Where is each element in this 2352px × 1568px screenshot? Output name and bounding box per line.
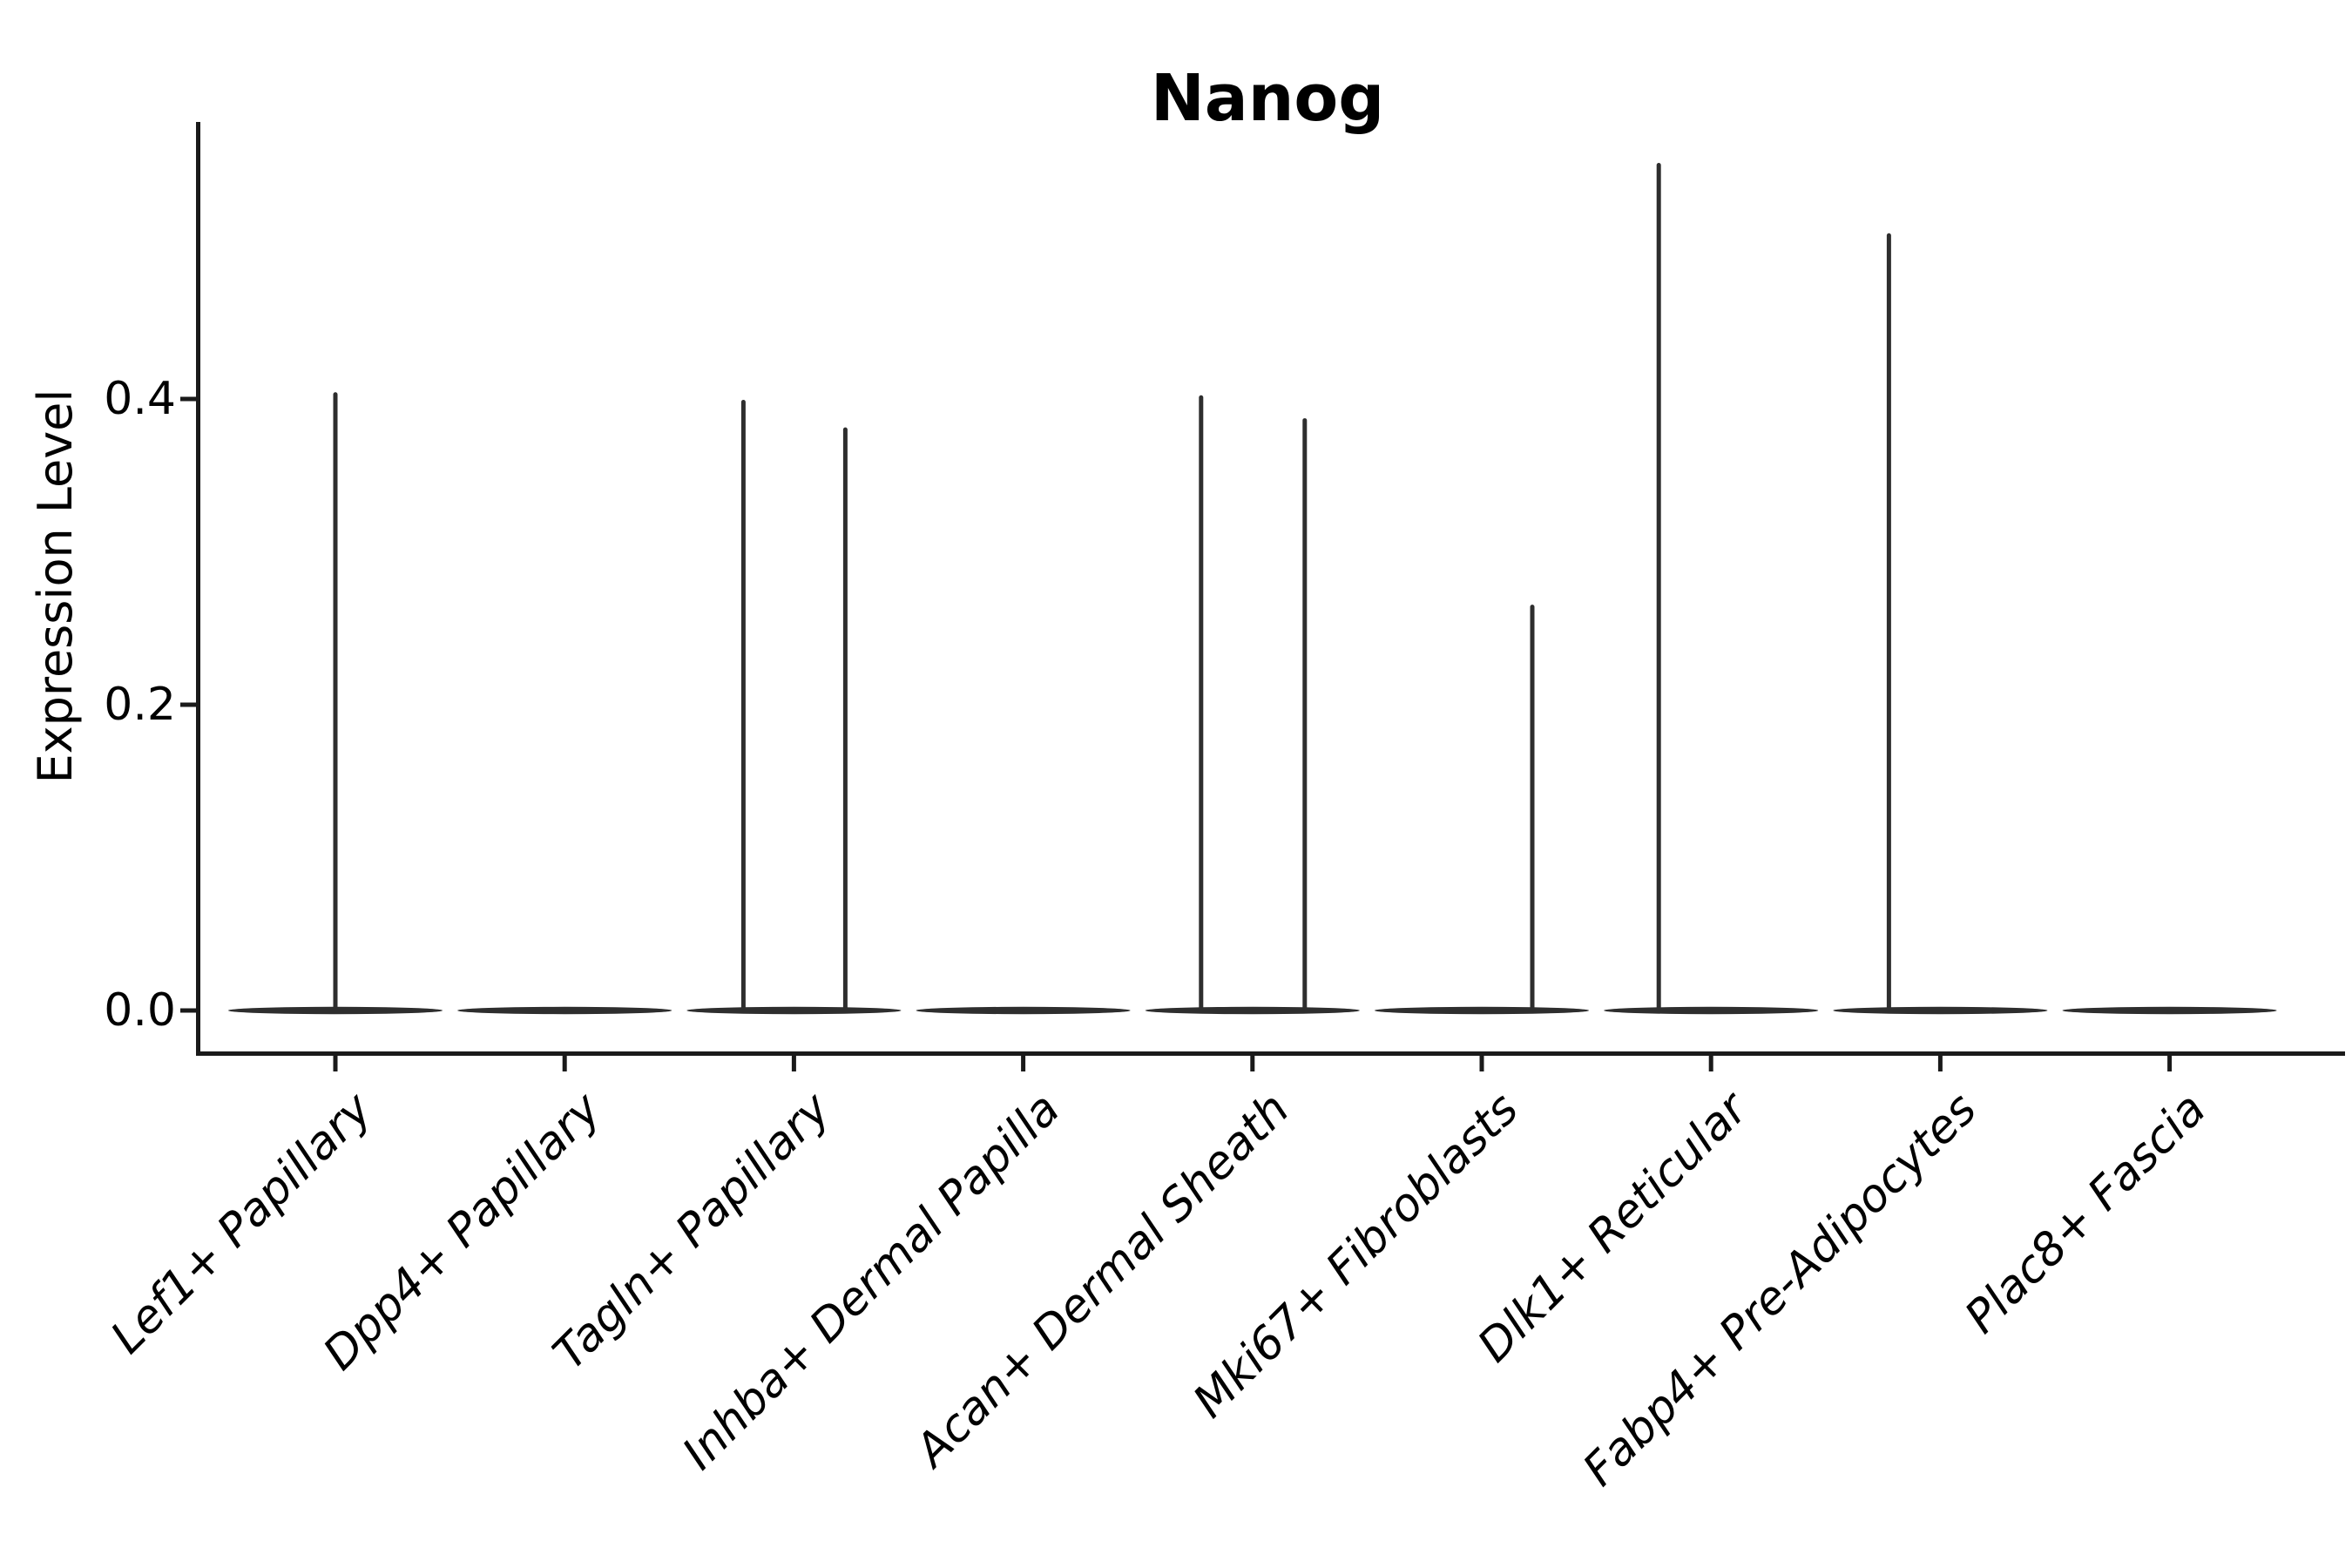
violin-baseline	[1145, 1006, 1360, 1015]
chart-title: Nanog	[1150, 61, 1385, 136]
y-tick-label: 0.0	[104, 984, 176, 1037]
violin-baseline	[686, 1006, 902, 1015]
y-tick-label: 0.2	[104, 679, 176, 731]
violin-baseline	[457, 1006, 672, 1015]
violin-baseline	[2062, 1006, 2277, 1015]
violin-baseline	[916, 1006, 1131, 1015]
y-axis-label: Expression Level	[28, 389, 83, 784]
violin-baseline	[1375, 1006, 1589, 1015]
y-tick-label: 0.4	[104, 373, 176, 425]
violin-baseline	[1833, 1006, 2048, 1015]
violin-baseline	[1604, 1006, 1819, 1015]
